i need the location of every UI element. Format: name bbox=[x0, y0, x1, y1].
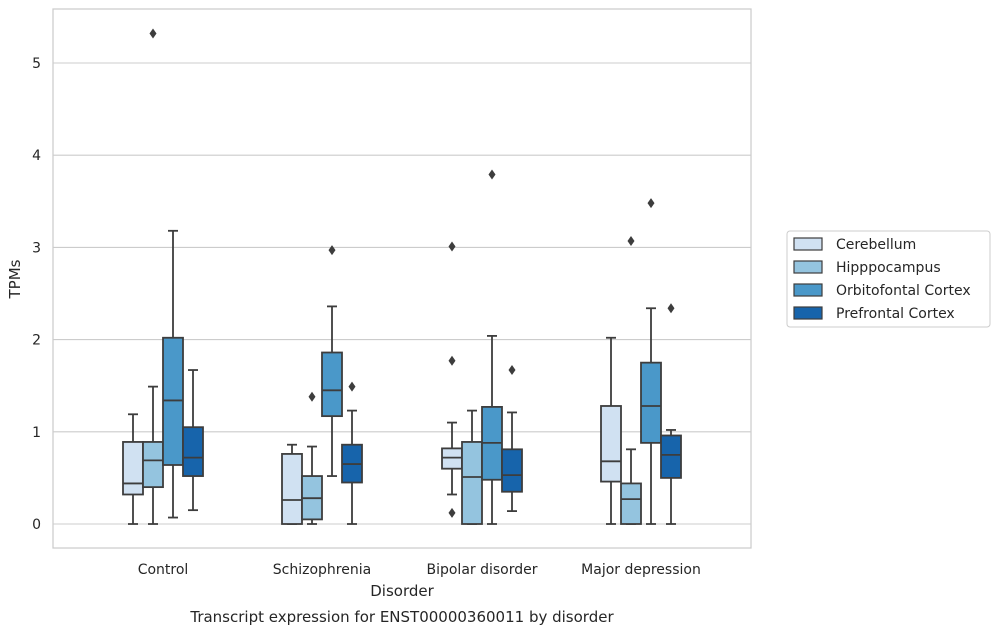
legend-label: Prefrontal Cortex bbox=[836, 306, 955, 322]
x-tick-label: Major depression bbox=[581, 562, 701, 578]
box-2-3 bbox=[640, 198, 662, 525]
x-tick-labels: Control Schizophrenia Bipolar disorder Majo… bbox=[138, 562, 701, 578]
legend-swatch bbox=[793, 306, 823, 320]
x-axis-label: Disorder bbox=[370, 582, 434, 600]
y-tick-label: 4 bbox=[32, 148, 41, 164]
box-1-2 bbox=[461, 409, 483, 525]
box-body bbox=[441, 447, 463, 470]
box-0-1 bbox=[281, 443, 303, 525]
box-body bbox=[122, 441, 144, 496]
outlier-marker bbox=[328, 245, 336, 256]
outlier-marker bbox=[448, 355, 456, 366]
box-1-0 bbox=[142, 28, 164, 525]
y-tick-label: 3 bbox=[32, 240, 41, 256]
box-body bbox=[640, 361, 662, 444]
outlier-marker bbox=[348, 381, 356, 392]
box-0-2 bbox=[441, 241, 463, 518]
x-tick-label: Control bbox=[138, 562, 189, 578]
outlier-marker bbox=[448, 241, 456, 252]
x-tick-label: Bipolar disorder bbox=[426, 562, 537, 578]
legend-label: Orbitofontal Cortex bbox=[836, 283, 971, 299]
outlier-marker bbox=[448, 507, 456, 518]
outlier-marker bbox=[627, 235, 635, 246]
box-body bbox=[501, 448, 523, 493]
box-body bbox=[142, 441, 164, 489]
outlier-marker bbox=[508, 365, 516, 376]
box-3-2 bbox=[501, 365, 523, 512]
box-body bbox=[321, 351, 343, 418]
box-groups bbox=[122, 28, 682, 525]
y-tick-label: 2 bbox=[32, 333, 41, 349]
outlier-marker bbox=[647, 198, 655, 209]
y-tick-labels: 0 1 2 3 4 5 bbox=[32, 56, 41, 533]
outlier-marker bbox=[488, 169, 496, 180]
legend-label: Cerebellum bbox=[836, 237, 916, 253]
box-3-3 bbox=[660, 303, 682, 525]
box-2-2 bbox=[481, 169, 503, 525]
outlier-marker bbox=[308, 391, 316, 402]
box-body bbox=[162, 336, 184, 466]
y-axis-label: TPMs bbox=[6, 259, 24, 299]
y-tick-label: 5 bbox=[32, 56, 41, 72]
legend-swatch bbox=[793, 237, 823, 251]
box-2-0 bbox=[162, 229, 184, 519]
box-3-0 bbox=[182, 369, 204, 512]
box-1-3 bbox=[620, 235, 642, 525]
legend-swatch bbox=[793, 283, 823, 297]
box-body bbox=[461, 441, 483, 525]
y-tick-label: 1 bbox=[32, 425, 41, 441]
box-3-1 bbox=[341, 381, 363, 525]
box-1-1 bbox=[301, 391, 323, 525]
box-body bbox=[182, 426, 204, 477]
chart-title: Transcript expression for ENST0000036001… bbox=[189, 608, 614, 626]
legend-swatch bbox=[793, 260, 823, 274]
legend: Cerebellum Hipppocampus Orbitofontal Corte… bbox=[786, 230, 991, 328]
x-tick-label: Schizophrenia bbox=[273, 562, 371, 578]
box-body bbox=[600, 405, 622, 483]
box-0-3 bbox=[600, 336, 622, 525]
legend-frame bbox=[786, 230, 991, 328]
outlier-marker bbox=[149, 28, 157, 39]
box-2-1 bbox=[321, 245, 343, 477]
legend-label: Hipppocampus bbox=[836, 260, 941, 276]
box-body bbox=[660, 434, 682, 479]
y-tick-label: 0 bbox=[32, 517, 41, 533]
box-body bbox=[620, 482, 642, 525]
outlier-marker bbox=[667, 303, 675, 314]
box-body bbox=[281, 453, 303, 525]
